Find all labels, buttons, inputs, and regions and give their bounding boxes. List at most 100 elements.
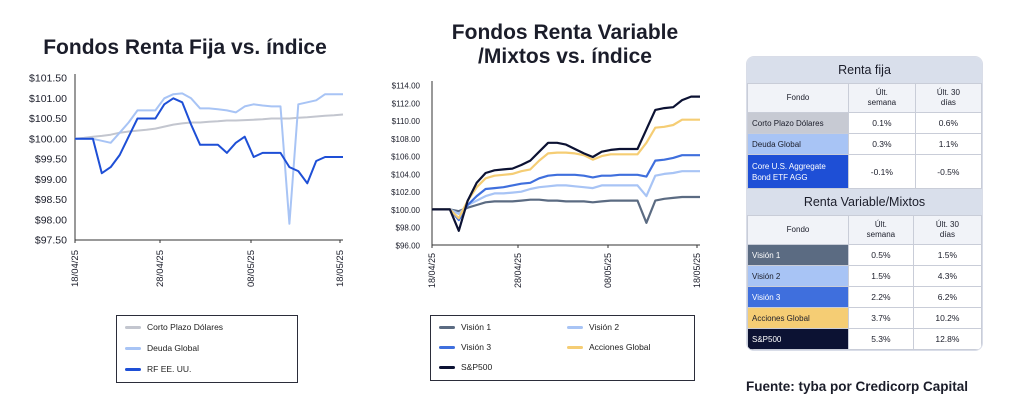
renta-fija-table: Fondo Últ. semana Últ. 30 días Corto Plazo… <box>747 83 982 189</box>
week-return-cell: 1.5% <box>848 265 914 287</box>
left-chart-title: Fondos Renta Fija vs. índice <box>43 36 327 59</box>
series-line-corto-plazo-d-lares <box>74 113 344 140</box>
month-return-cell: 0.6% <box>914 112 982 134</box>
column-header-month: Últ. 30 días <box>914 83 982 113</box>
week-return-cell: 2.2% <box>848 286 914 308</box>
renta-variable-table-title: Renta Variable/Mixtos <box>747 189 982 215</box>
y-tick-label: $98.00 <box>35 214 67 226</box>
legend-swatch-acciones-global <box>567 345 583 349</box>
source-note: Fuente: tyba por Credicorp Capital <box>746 379 969 394</box>
x-tick-label: 28/04/25 <box>155 250 166 287</box>
y-tick-label: $98.00 <box>396 224 421 233</box>
week-return-cell: 0.1% <box>848 112 916 134</box>
y-tick-label: $112.00 <box>392 99 421 108</box>
column-header-week-line1: Últ. <box>875 88 888 97</box>
legend-swatch-rf-eeuu <box>125 367 141 371</box>
column-header-month-line1: Últ. 30 <box>935 220 959 229</box>
x-tick-label: 28/04/25 <box>513 253 523 288</box>
mid-chart-title: Fondos Renta Variable /Mixtos vs. índice <box>410 21 720 69</box>
legend-label: Visión 3 <box>461 342 492 352</box>
y-tick-label: $100.00 <box>391 206 420 215</box>
x-tick-label: 18/04/25 <box>427 253 437 288</box>
legend-item-corto-plazo: Corto Plazo Dólares <box>125 322 223 332</box>
fund-name-cell: Visión 3 <box>747 286 849 308</box>
legend-label: RF EE. UU. <box>147 364 192 374</box>
legend-item-vision-3: Visión 3 <box>439 342 491 352</box>
renta-variable-table: Fondo Últ. semana Últ. 30 días Visión 1 0.… <box>747 215 982 350</box>
legend-label: Deuda Global <box>147 343 199 353</box>
x-tick-label: 08/05/25 <box>246 250 257 287</box>
table-row: Corto Plazo Dólares 0.1% 0.6% <box>747 112 982 134</box>
table-header-row: Fondo Últ. semana Últ. 30 días <box>747 215 982 245</box>
column-header-month-line1: Últ. 30 <box>936 88 960 97</box>
x-tick-label: 08/05/25 <box>603 253 613 288</box>
week-return-cell: 0.3% <box>848 133 916 155</box>
y-tick-label: $110.00 <box>392 117 421 126</box>
fund-name-cell: Visión 2 <box>747 265 849 287</box>
y-tick-label: $101.00 <box>29 93 67 105</box>
legend-item-vision-1: Visión 1 <box>439 322 491 332</box>
legend-swatch-vision-2 <box>567 325 583 329</box>
legend-swatch-corto-plazo <box>125 325 141 329</box>
y-tick-label: $114.00 <box>392 82 421 91</box>
month-return-cell: 12.8% <box>912 328 982 350</box>
column-header-week-line1: Últ. <box>874 220 887 229</box>
column-header-fondo-label: Fondo <box>786 93 810 102</box>
legend-item-sp500: S&P500 <box>439 362 492 372</box>
legend-label: Visión 2 <box>589 322 620 332</box>
legend-label: Visión 1 <box>461 322 492 332</box>
legend-swatch-vision-3 <box>439 345 455 349</box>
series-line-deuda-global <box>75 92 343 225</box>
fund-name-cell: Core U.S. Aggregate Bond ETF AGG <box>747 154 849 189</box>
fund-name-cell: Deuda Global <box>747 133 849 155</box>
y-tick-label: $98.50 <box>35 194 67 206</box>
legend-swatch-vision-1 <box>439 325 455 329</box>
column-header-week: Últ. semana <box>848 215 914 245</box>
month-return-cell: -0.5% <box>914 154 982 189</box>
column-header-week-line2: semana <box>867 98 897 107</box>
table-row: Core U.S. Aggregate Bond ETF AGG -0.1% -… <box>747 154 982 189</box>
table-row: Acciones Global 3.7% 10.2% <box>747 307 982 329</box>
legend-item-acciones-global: Acciones Global <box>567 342 650 352</box>
week-return-cell: 3.7% <box>848 307 914 329</box>
month-return-cell: 6.2% <box>912 286 982 308</box>
y-tick-label: $108.00 <box>391 135 420 144</box>
legend-swatch-deuda-global <box>125 346 141 350</box>
column-header-fondo-label: Fondo <box>786 225 810 234</box>
series-line-visi-n-3 <box>432 154 700 222</box>
legend-item-vision-2: Visión 2 <box>567 322 619 332</box>
table-row: Visión 1 0.5% 1.5% <box>747 244 982 266</box>
month-return-cell: 10.2% <box>912 307 982 329</box>
returns-tables-panel: Renta fija Fondo Últ. semana Últ. 30 días … <box>746 56 983 351</box>
mid-chart-title-line1: Fondos Renta Variable <box>451 21 679 44</box>
column-header-month-line2: días <box>940 98 956 107</box>
fund-name-cell: S&P500 <box>747 328 849 350</box>
y-tick-label: $100.50 <box>29 113 67 125</box>
y-tick-label: $104.00 <box>391 170 420 179</box>
series-line-s-p500 <box>432 95 700 232</box>
y-tick-label: $99.50 <box>35 154 67 166</box>
x-tick-label: 18/05/25 <box>692 253 702 288</box>
column-header-month: Últ. 30 días <box>912 215 982 245</box>
y-tick-label: $100.00 <box>29 133 67 145</box>
renta-fija-table-title: Renta fija <box>747 57 982 83</box>
column-header-week: Últ. semana <box>848 83 916 113</box>
column-header-fondo: Fondo <box>747 215 849 245</box>
legend-label: Acciones Global <box>589 342 651 352</box>
table-row: Visión 2 1.5% 4.3% <box>747 265 982 287</box>
mid-chart-title-line2: /Mixtos vs. índice <box>478 45 652 68</box>
fund-name-cell: Visión 1 <box>747 244 849 266</box>
legend-item-rf-eeuu: RF EE. UU. <box>125 364 191 374</box>
legend-item-deuda-global: Deuda Global <box>125 343 199 353</box>
fund-name-cell: Acciones Global <box>747 307 849 329</box>
x-tick-label: 18/05/25 <box>335 250 346 287</box>
week-return-cell: 0.5% <box>848 244 914 266</box>
table-row: Deuda Global 0.3% 1.1% <box>747 133 982 155</box>
column-header-week-line2: semana <box>866 230 896 239</box>
fund-name-cell: Corto Plazo Dólares <box>747 112 849 134</box>
legend-swatch-sp500 <box>439 365 455 369</box>
y-tick-label: $101.50 <box>29 73 67 85</box>
month-return-cell: 4.3% <box>912 265 982 287</box>
y-tick-label: $97.50 <box>35 235 67 247</box>
